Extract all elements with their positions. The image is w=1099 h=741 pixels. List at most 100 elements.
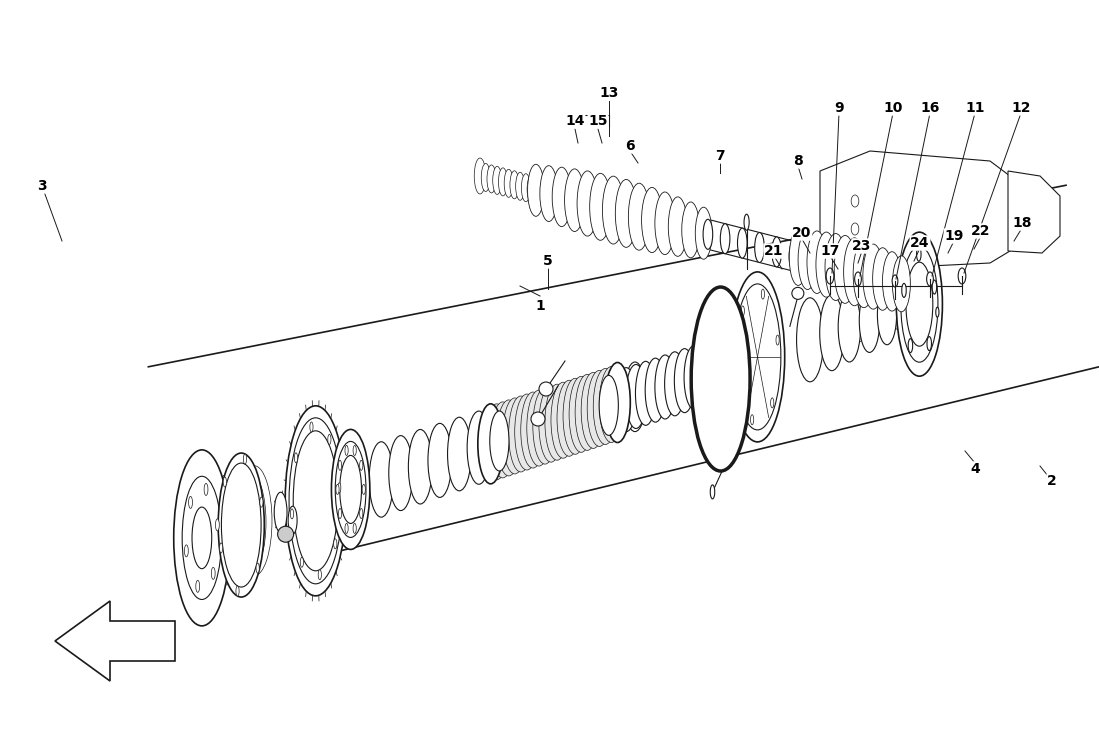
Ellipse shape — [359, 508, 363, 519]
Ellipse shape — [293, 431, 338, 571]
Ellipse shape — [481, 164, 490, 191]
Ellipse shape — [551, 382, 575, 458]
Ellipse shape — [734, 284, 781, 430]
Ellipse shape — [223, 477, 226, 487]
Ellipse shape — [476, 162, 485, 190]
Ellipse shape — [286, 406, 346, 596]
Text: 4: 4 — [970, 462, 980, 476]
Ellipse shape — [278, 526, 293, 542]
Ellipse shape — [877, 285, 897, 345]
Ellipse shape — [789, 242, 799, 271]
Text: 16: 16 — [920, 101, 940, 115]
Ellipse shape — [236, 586, 240, 596]
Ellipse shape — [751, 415, 754, 425]
Ellipse shape — [798, 230, 817, 290]
Ellipse shape — [762, 289, 765, 299]
Text: 17: 17 — [820, 244, 840, 258]
Ellipse shape — [624, 362, 646, 431]
Ellipse shape — [776, 335, 779, 345]
Ellipse shape — [345, 445, 348, 456]
Ellipse shape — [490, 411, 509, 471]
Ellipse shape — [485, 404, 509, 480]
Ellipse shape — [545, 387, 568, 458]
Ellipse shape — [604, 368, 626, 438]
Ellipse shape — [771, 237, 781, 267]
Ellipse shape — [275, 492, 287, 532]
Ellipse shape — [221, 476, 253, 576]
Ellipse shape — [587, 370, 611, 446]
Ellipse shape — [447, 417, 471, 491]
Ellipse shape — [478, 406, 502, 482]
Ellipse shape — [563, 378, 587, 454]
Ellipse shape — [696, 207, 712, 259]
Ellipse shape — [892, 275, 898, 287]
Text: 13: 13 — [599, 86, 619, 100]
Ellipse shape — [334, 539, 337, 549]
Ellipse shape — [839, 292, 861, 362]
Ellipse shape — [490, 402, 514, 478]
Ellipse shape — [336, 485, 340, 494]
Ellipse shape — [223, 471, 258, 580]
Text: 19: 19 — [944, 229, 964, 243]
Text: 7: 7 — [715, 149, 725, 163]
Ellipse shape — [310, 422, 313, 432]
Ellipse shape — [935, 308, 939, 317]
Ellipse shape — [539, 386, 563, 462]
Ellipse shape — [575, 374, 599, 451]
Ellipse shape — [229, 474, 260, 574]
Ellipse shape — [353, 523, 356, 534]
Ellipse shape — [565, 169, 585, 231]
Ellipse shape — [820, 295, 844, 370]
Ellipse shape — [792, 288, 803, 299]
Ellipse shape — [867, 302, 878, 337]
Ellipse shape — [807, 231, 826, 293]
Ellipse shape — [223, 476, 255, 576]
Text: 8: 8 — [793, 154, 803, 168]
Ellipse shape — [289, 418, 342, 584]
Ellipse shape — [256, 563, 259, 573]
Ellipse shape — [797, 298, 823, 382]
Ellipse shape — [467, 411, 490, 485]
Ellipse shape — [502, 398, 526, 474]
Ellipse shape — [590, 173, 611, 240]
Ellipse shape — [737, 228, 747, 258]
Ellipse shape — [174, 450, 230, 626]
Ellipse shape — [211, 568, 215, 579]
Text: 23: 23 — [853, 239, 872, 253]
Text: 24: 24 — [910, 236, 930, 250]
Ellipse shape — [338, 460, 342, 471]
Ellipse shape — [668, 197, 687, 256]
Ellipse shape — [902, 283, 907, 297]
Polygon shape — [55, 601, 175, 681]
Ellipse shape — [539, 382, 553, 396]
Ellipse shape — [593, 368, 618, 445]
Ellipse shape — [552, 167, 571, 227]
Text: 1: 1 — [535, 299, 545, 313]
Ellipse shape — [189, 496, 192, 508]
Ellipse shape — [615, 179, 637, 247]
Ellipse shape — [710, 485, 714, 499]
Ellipse shape — [855, 272, 862, 286]
Ellipse shape — [195, 479, 230, 589]
Ellipse shape — [665, 352, 685, 416]
Ellipse shape — [691, 287, 750, 471]
Ellipse shape — [332, 430, 370, 549]
Text: 18: 18 — [1012, 216, 1032, 230]
Ellipse shape — [557, 380, 581, 456]
Ellipse shape — [932, 280, 936, 294]
Ellipse shape — [606, 365, 630, 440]
Ellipse shape — [873, 247, 892, 310]
Ellipse shape — [478, 404, 503, 484]
Text: 21: 21 — [764, 244, 784, 258]
Ellipse shape — [720, 224, 730, 253]
Ellipse shape — [629, 183, 650, 250]
Ellipse shape — [693, 342, 714, 406]
Ellipse shape — [521, 173, 531, 202]
Ellipse shape — [295, 453, 298, 463]
Ellipse shape — [335, 442, 366, 537]
Ellipse shape — [515, 172, 524, 200]
Ellipse shape — [585, 374, 608, 445]
Text: 22: 22 — [972, 224, 991, 238]
Ellipse shape — [825, 233, 846, 300]
Ellipse shape — [851, 195, 858, 207]
